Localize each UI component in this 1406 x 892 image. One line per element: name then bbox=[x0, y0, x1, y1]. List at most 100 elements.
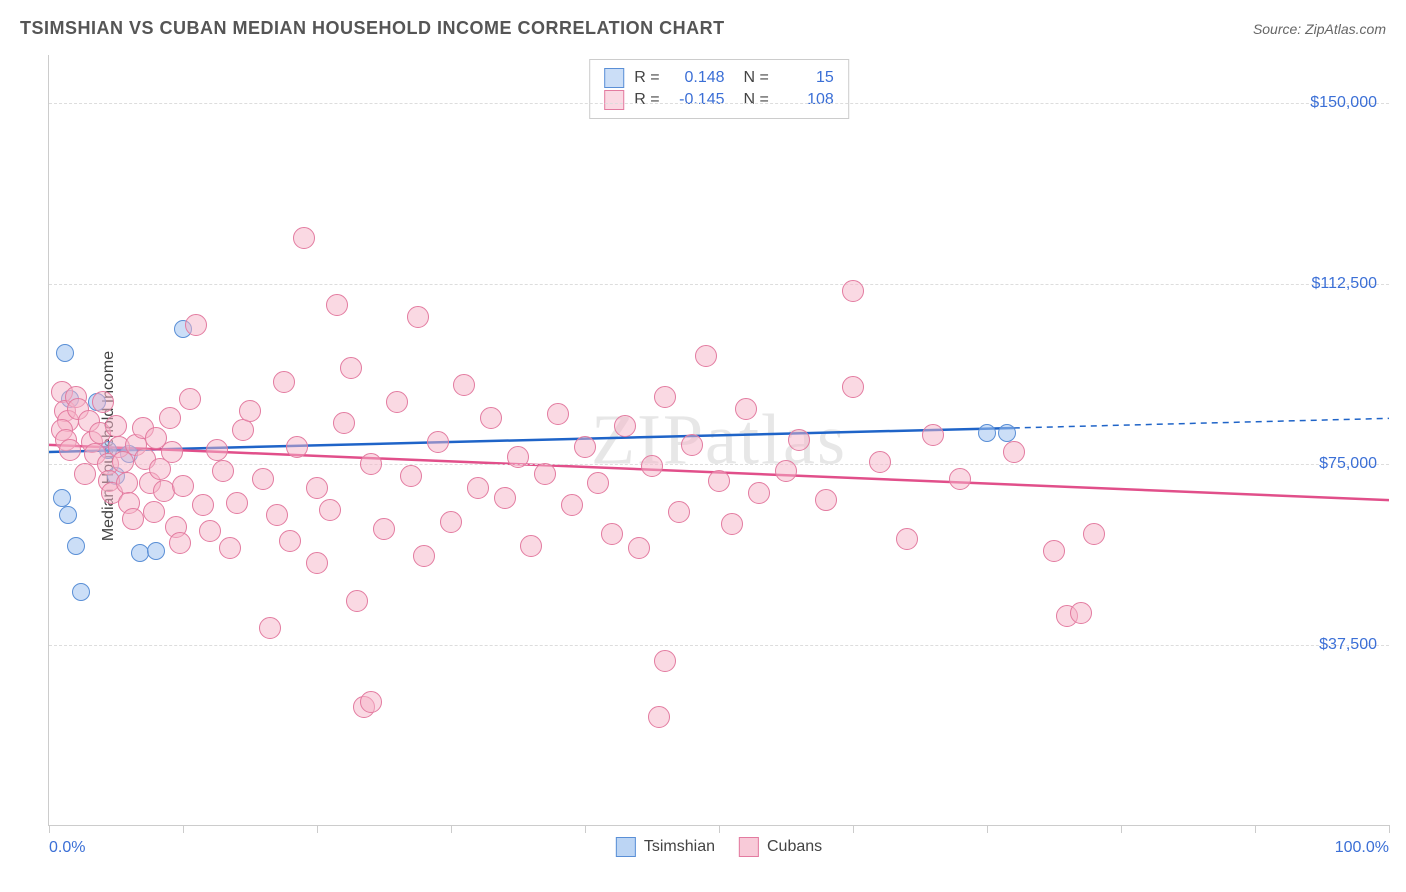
scatter-point bbox=[306, 477, 328, 499]
scatter-point bbox=[59, 439, 81, 461]
scatter-point bbox=[143, 501, 165, 523]
scatter-point bbox=[179, 388, 201, 410]
scatter-point bbox=[654, 650, 676, 672]
scatter-point bbox=[319, 499, 341, 521]
scatter-point bbox=[869, 451, 891, 473]
scatter-point bbox=[978, 424, 996, 442]
scatter-point bbox=[286, 436, 308, 458]
scatter-point bbox=[1003, 441, 1025, 463]
scatter-point bbox=[614, 415, 636, 437]
scatter-point bbox=[147, 542, 165, 560]
scatter-point bbox=[788, 429, 810, 451]
scatter-point bbox=[159, 407, 181, 429]
scatter-point bbox=[185, 314, 207, 336]
scatter-point bbox=[346, 590, 368, 612]
scatter-point bbox=[122, 508, 144, 530]
scatter-point bbox=[131, 544, 149, 562]
scatter-point bbox=[427, 431, 449, 453]
scatter-point bbox=[400, 465, 422, 487]
scatter-point bbox=[326, 294, 348, 316]
scatter-point bbox=[59, 506, 77, 524]
scatter-point bbox=[735, 398, 757, 420]
scatter-point bbox=[386, 391, 408, 413]
scatter-point bbox=[273, 371, 295, 393]
scatter-point bbox=[494, 487, 516, 509]
x-tick bbox=[853, 825, 854, 833]
stats-row: R =0.148 N =15 bbox=[604, 68, 834, 88]
scatter-point bbox=[561, 494, 583, 516]
r-value: -0.145 bbox=[670, 91, 725, 109]
scatter-point bbox=[373, 518, 395, 540]
n-value: 15 bbox=[779, 69, 834, 87]
x-tick bbox=[49, 825, 50, 833]
legend-item: Cubans bbox=[739, 837, 822, 857]
x-tick bbox=[585, 825, 586, 833]
scatter-point bbox=[172, 475, 194, 497]
scatter-point bbox=[815, 489, 837, 511]
stats-row: R = -0.145 N = 108 bbox=[604, 90, 834, 110]
scatter-point bbox=[219, 537, 241, 559]
scatter-point bbox=[654, 386, 676, 408]
scatter-point bbox=[641, 455, 663, 477]
x-tick bbox=[451, 825, 452, 833]
y-tick-label: $150,000 bbox=[1310, 94, 1377, 112]
scatter-point bbox=[74, 463, 96, 485]
chart-legend: Tsimshian Cubans bbox=[616, 837, 822, 857]
scatter-point bbox=[748, 482, 770, 504]
scatter-point bbox=[534, 463, 556, 485]
scatter-point bbox=[721, 513, 743, 535]
scatter-point bbox=[360, 691, 382, 713]
scatter-point bbox=[252, 468, 274, 490]
r-label: R = bbox=[634, 91, 659, 109]
scatter-point bbox=[480, 407, 502, 429]
gridline bbox=[49, 103, 1389, 104]
legend-item: Tsimshian bbox=[616, 837, 715, 857]
scatter-point bbox=[279, 530, 301, 552]
scatter-point bbox=[775, 460, 797, 482]
n-label: N = bbox=[735, 91, 769, 109]
scatter-point bbox=[628, 537, 650, 559]
scatter-point bbox=[574, 436, 596, 458]
n-label: N = bbox=[735, 69, 769, 87]
r-label: R = bbox=[634, 69, 659, 87]
scatter-point bbox=[896, 528, 918, 550]
scatter-point bbox=[226, 492, 248, 514]
scatter-point bbox=[266, 504, 288, 526]
scatter-point bbox=[293, 227, 315, 249]
scatter-point bbox=[413, 545, 435, 567]
x-tick bbox=[987, 825, 988, 833]
x-axis-max-label: 100.0% bbox=[1335, 839, 1389, 857]
scatter-point bbox=[842, 280, 864, 302]
series-swatch bbox=[604, 90, 624, 110]
scatter-point bbox=[360, 453, 382, 475]
scatter-point bbox=[340, 357, 362, 379]
scatter-point bbox=[507, 446, 529, 468]
x-tick bbox=[183, 825, 184, 833]
scatter-point bbox=[67, 537, 85, 555]
scatter-point bbox=[53, 489, 71, 507]
scatter-point bbox=[998, 424, 1016, 442]
n-value: 108 bbox=[779, 91, 834, 109]
scatter-point bbox=[306, 552, 328, 574]
scatter-point bbox=[105, 415, 127, 437]
scatter-point bbox=[842, 376, 864, 398]
chart-plot-area: ZIPatlas R =0.148 N =15R =-0.145 N =108 … bbox=[48, 55, 1389, 826]
scatter-point bbox=[259, 617, 281, 639]
scatter-point bbox=[453, 374, 475, 396]
legend-swatch bbox=[616, 837, 636, 857]
scatter-point bbox=[199, 520, 221, 542]
scatter-point bbox=[1083, 523, 1105, 545]
scatter-point bbox=[467, 477, 489, 499]
y-tick-label: $112,500 bbox=[1311, 275, 1377, 293]
gridline bbox=[49, 645, 1389, 646]
chart-header: TSIMSHIAN VS CUBAN MEDIAN HOUSEHOLD INCO… bbox=[20, 18, 1386, 39]
scatter-point bbox=[949, 468, 971, 490]
scatter-point bbox=[547, 403, 569, 425]
x-tick bbox=[1121, 825, 1122, 833]
correlation-stats-box: R =0.148 N =15R =-0.145 N =108 bbox=[589, 59, 849, 119]
scatter-point bbox=[92, 391, 114, 413]
scatter-point bbox=[520, 535, 542, 557]
gridline bbox=[49, 464, 1389, 465]
gridline bbox=[49, 284, 1389, 285]
scatter-point bbox=[601, 523, 623, 545]
